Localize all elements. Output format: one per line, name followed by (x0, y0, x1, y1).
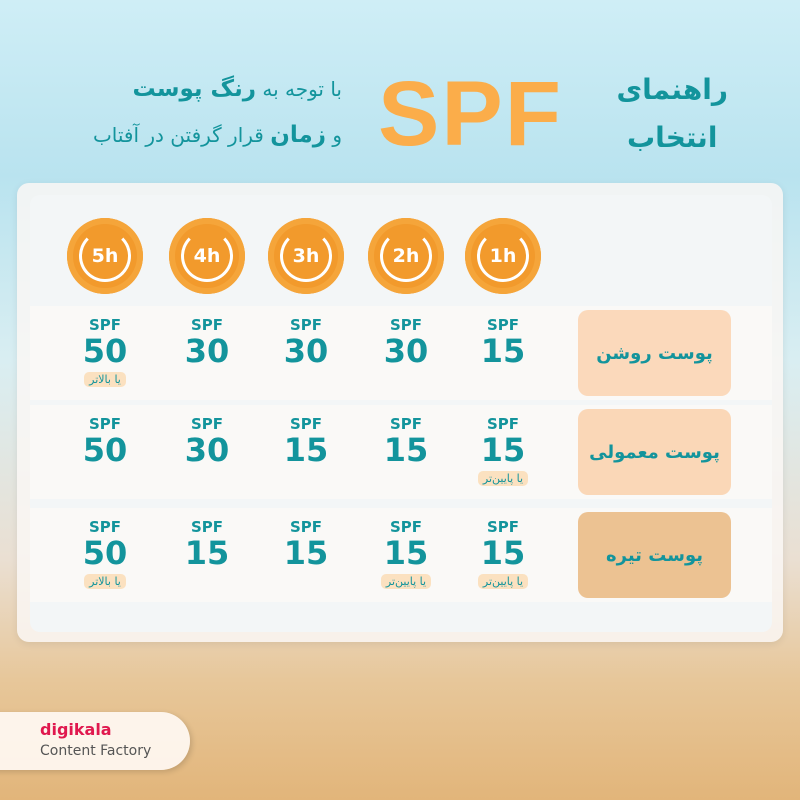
spf-cell: SPF 15 (458, 316, 548, 368)
spf-label: SPF (190, 316, 224, 334)
spf-value: 15 (283, 431, 329, 469)
spf-label: SPF (389, 518, 423, 536)
spf-label: SPF (190, 518, 224, 536)
subtitle-1-bold: رنگ پوست (132, 76, 256, 102)
spf-label: SPF (389, 415, 423, 433)
spf-value: 15 (480, 534, 526, 572)
spf-label: SPF (88, 316, 122, 334)
spf-value: 15 (283, 534, 329, 572)
spf-value: 15 (383, 534, 429, 572)
spf-cell: SPF 50 یا بالاتر (60, 316, 150, 387)
spf-value: 30 (283, 332, 329, 370)
spf-value: 50 (82, 431, 128, 469)
subtitle-2-post: قرار گرفتن در آفتاب (92, 123, 264, 147)
guide-title: راهنمای انتخاب (616, 66, 728, 162)
spf-cell: SPF 15 یا پایین‌تر (361, 518, 451, 589)
clock-1h-icon: 1h (465, 218, 541, 294)
spf-cell: SPF 15 (162, 518, 252, 570)
duration-label: 5h (91, 245, 119, 267)
spf-value: 50 (82, 332, 128, 370)
spf-label: SPF (486, 518, 520, 536)
spf-label: SPF (88, 518, 122, 536)
spf-note: یا پایین‌تر (477, 574, 529, 589)
duration-label: 3h (292, 245, 320, 267)
spf-label: SPF (389, 316, 423, 334)
spf-cell: SPF 15 یا پایین‌تر (458, 415, 548, 486)
spf-note: یا بالاتر (84, 372, 126, 387)
spf-cell: SPF 50 یا بالاتر (60, 518, 150, 589)
skin-type-label: پوست معمولی (578, 409, 731, 495)
brand-logo: digikala Content Factory (0, 712, 190, 770)
title-line-1: راهنمای (616, 73, 728, 106)
spf-cell: SPF 15 (261, 415, 351, 467)
skin-type-text: پوست معمولی (589, 441, 720, 463)
spf-cell: SPF 30 (162, 415, 252, 467)
spf-value: 15 (480, 431, 526, 469)
spf-value: 30 (383, 332, 429, 370)
duration-label: 4h (193, 245, 221, 267)
brand-name: digikala (40, 720, 112, 739)
subtitle-2-pre: و (332, 123, 342, 147)
clock-2h-icon: 2h (368, 218, 444, 294)
spf-cell: SPF 30 (261, 316, 351, 368)
skin-type-text: پوست روشن (596, 342, 713, 364)
spf-value: 15 (480, 332, 526, 370)
spf-label: SPF (289, 518, 323, 536)
spf-value: 30 (184, 332, 230, 370)
spf-label: SPF (88, 415, 122, 433)
spf-note: یا پایین‌تر (477, 471, 529, 486)
subtitle-2-bold: زمان (270, 122, 326, 148)
spf-cell: SPF 30 (361, 316, 451, 368)
spf-label: SPF (289, 415, 323, 433)
spf-label: SPF (486, 415, 520, 433)
spf-note: یا بالاتر (84, 574, 126, 589)
clock-3h-icon: 3h (268, 218, 344, 294)
duration-label: 2h (392, 245, 420, 267)
subtitle: با توجه به رنگ پوست و زمان قرار گرفتن در… (93, 66, 342, 158)
spf-label: SPF (190, 415, 224, 433)
duration-label: 1h (489, 245, 517, 267)
spf-value: 15 (184, 534, 230, 572)
spf-value: 30 (184, 431, 230, 469)
spf-cell: SPF 15 (261, 518, 351, 570)
spf-note: یا پایین‌تر (380, 574, 432, 589)
spf-label: SPF (486, 316, 520, 334)
spf-value: 50 (82, 534, 128, 572)
clock-4h-icon: 4h (169, 218, 245, 294)
skin-type-label: پوست روشن (578, 310, 731, 396)
spf-value: 15 (383, 431, 429, 469)
spf-cell: SPF 15 (361, 415, 451, 467)
skin-type-text: پوست تیره (606, 544, 703, 566)
spf-cell: SPF 15 یا پایین‌تر (458, 518, 548, 589)
brand-sub: Content Factory (40, 743, 152, 759)
spf-cell: SPF 50 (60, 415, 150, 467)
spf-cell: SPF 30 (162, 316, 252, 368)
clock-5h-icon: 5h (67, 218, 143, 294)
skin-type-label: پوست تیره (578, 512, 731, 598)
spf-label: SPF (289, 316, 323, 334)
spf-title: SPF (378, 63, 563, 165)
title-line-2: انتخاب (627, 121, 718, 154)
subtitle-1-pre: با توجه به (262, 77, 342, 101)
